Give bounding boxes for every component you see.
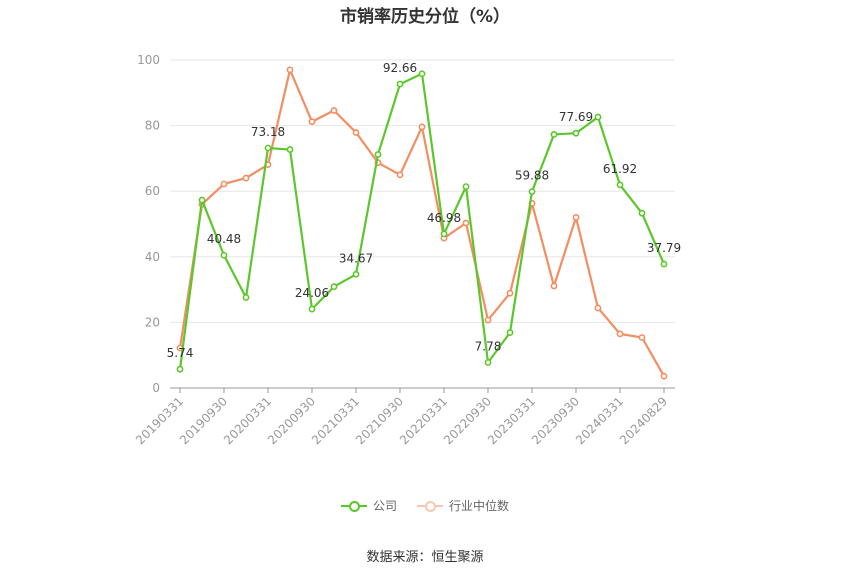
data-labels: 5.74 40.48 73.18 24.06 34.67 92.66 46.98 7.78 59… xyxy=(167,61,682,360)
data-point-company xyxy=(374,151,382,158)
data-point-industry-median xyxy=(462,219,470,227)
data-point-company xyxy=(330,283,338,291)
data-point-industry-median xyxy=(550,282,558,290)
chart-title: 市销率历史分位（%） xyxy=(339,7,511,27)
data-label: 77.69 xyxy=(559,110,593,124)
data-point-industry-median xyxy=(220,180,228,188)
data-label: 5.74 xyxy=(167,346,194,360)
data-point-company xyxy=(572,129,580,137)
data-point-company xyxy=(242,294,250,301)
data-point-industry-median xyxy=(616,330,624,338)
legend-item-company[interactable]: 公司 xyxy=(340,497,397,514)
data-point-industry-median xyxy=(484,316,492,324)
y-tick-label: 40 xyxy=(145,250,160,264)
data-point-industry-median xyxy=(594,304,602,312)
data-point-industry-median xyxy=(352,129,360,136)
data-label: 7.78 xyxy=(475,339,502,353)
axes: 0204060801002019033120190930202003312020… xyxy=(133,53,675,447)
data-point-industry-median xyxy=(638,334,646,341)
legend: 公司 行业中位数 xyxy=(0,497,850,514)
data-point-industry-median xyxy=(330,107,338,114)
legend-swatch-industry-median xyxy=(417,500,443,512)
data-label: 37.79 xyxy=(647,241,681,255)
data-point-company xyxy=(396,80,404,88)
data-point-company xyxy=(594,113,602,121)
y-tick-label: 100 xyxy=(137,53,160,67)
legend-label-industry-median: 行业中位数 xyxy=(449,499,510,513)
x-tick-label: 20240829 xyxy=(617,394,670,447)
data-point-company xyxy=(506,329,514,336)
y-tick-label: 20 xyxy=(145,315,160,329)
data-label: 46.98 xyxy=(427,211,461,225)
data-label: 40.48 xyxy=(207,232,241,246)
data-point-company xyxy=(616,181,624,189)
data-point-company xyxy=(308,305,316,313)
data-point-industry-median xyxy=(660,372,668,380)
data-point-company xyxy=(462,183,470,191)
data-point-company xyxy=(638,209,646,217)
data-label: 61.92 xyxy=(603,162,637,176)
data-point-industry-median xyxy=(242,174,250,182)
data-point-company xyxy=(264,144,272,152)
data-point-company xyxy=(198,196,206,204)
data-point-company xyxy=(660,260,668,268)
y-tick-label: 0 xyxy=(152,381,160,395)
data-label: 59.88 xyxy=(515,169,549,183)
data-label: 24.06 xyxy=(295,286,329,300)
y-tick-label: 80 xyxy=(145,119,160,133)
data-point-industry-median xyxy=(286,66,294,74)
data-source: 数据来源：恒生聚源 xyxy=(366,550,484,565)
data-point-company xyxy=(176,365,184,373)
data-label: 34.67 xyxy=(339,251,373,265)
data-point-industry-median xyxy=(572,214,580,221)
legend-swatch-company xyxy=(340,500,367,512)
data-label: 92.66 xyxy=(383,61,417,75)
data-point-industry-median xyxy=(308,118,316,126)
data-point-company xyxy=(220,251,228,259)
data-point-industry-median xyxy=(396,171,404,179)
data-point-company xyxy=(440,230,448,238)
data-point-company xyxy=(484,359,492,366)
data-point-industry-median xyxy=(418,123,426,131)
data-point-company xyxy=(528,188,536,195)
data-point-company xyxy=(352,270,360,278)
legend-label-company: 公司 xyxy=(372,499,397,513)
data-point-company xyxy=(418,70,426,78)
data-point-company xyxy=(286,146,294,153)
data-point-company xyxy=(550,131,558,138)
grid-lines xyxy=(170,59,675,323)
data-point-industry-median xyxy=(506,289,514,297)
y-tick-label: 60 xyxy=(145,184,160,198)
legend-item-industry-median[interactable]: 行业中位数 xyxy=(417,497,509,514)
data-label: 73.18 xyxy=(251,125,285,139)
series-lines xyxy=(176,66,668,380)
